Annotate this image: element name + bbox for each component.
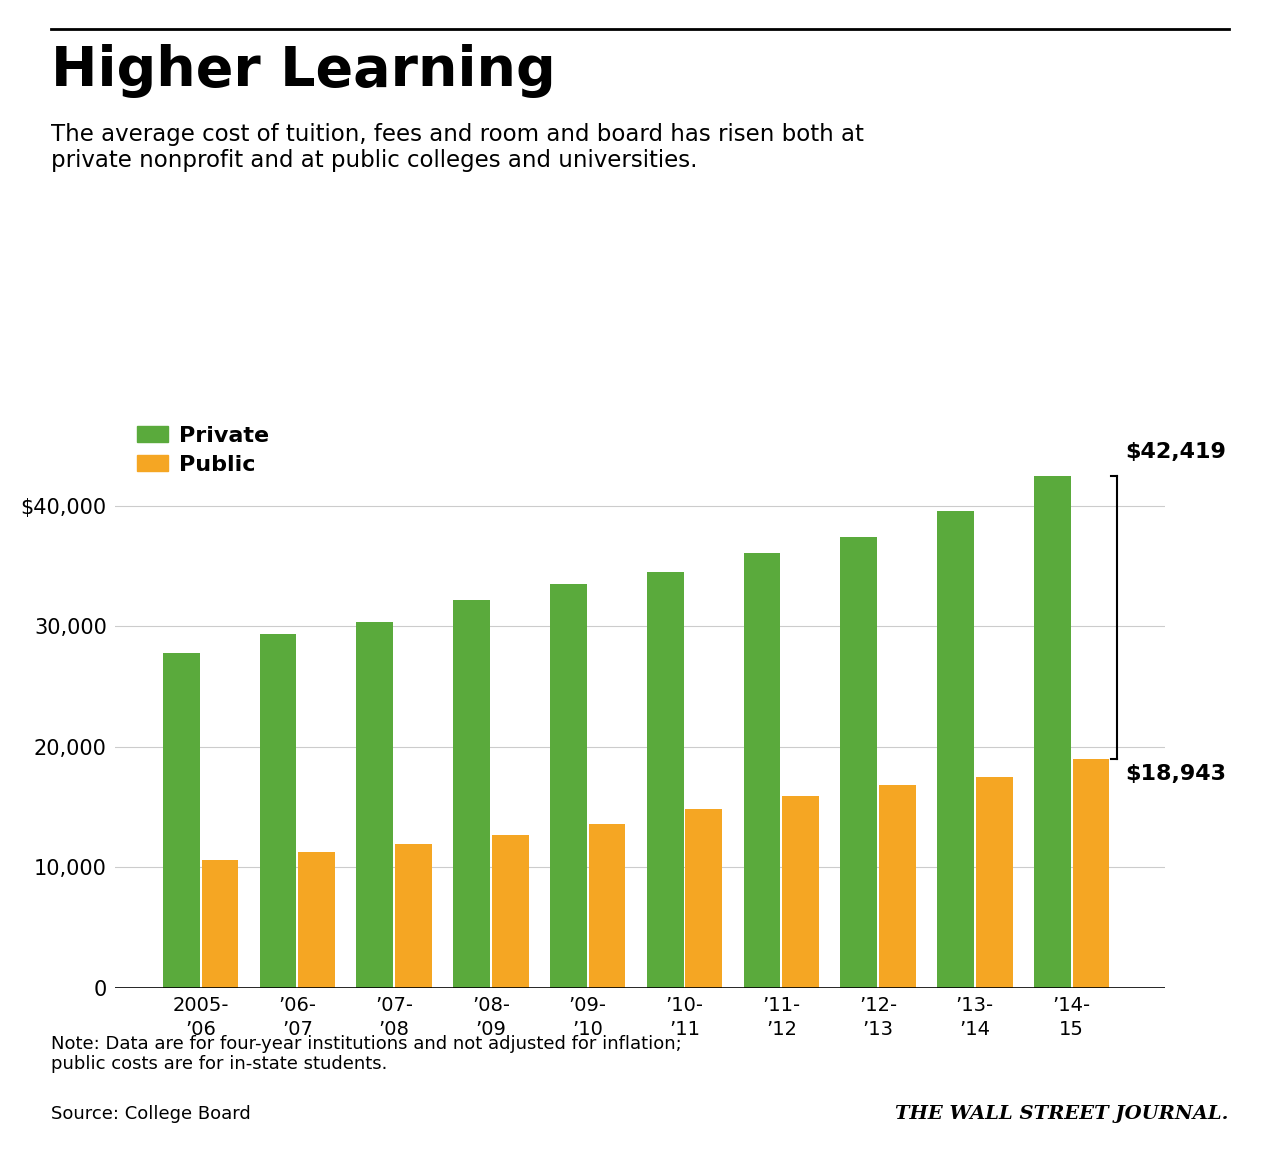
Bar xyxy=(298,852,335,988)
Bar xyxy=(744,553,781,988)
Legend: Private, Public: Private, Public xyxy=(137,426,269,475)
Bar xyxy=(879,786,915,988)
Bar xyxy=(550,584,586,988)
Bar xyxy=(589,824,626,988)
Text: The average cost of tuition, fees and room and board has risen both at
private n: The average cost of tuition, fees and ro… xyxy=(51,123,864,172)
Bar xyxy=(396,844,431,988)
Text: THE WALL STREET JOURNAL.: THE WALL STREET JOURNAL. xyxy=(896,1105,1229,1122)
Text: Higher Learning: Higher Learning xyxy=(51,44,556,98)
Bar xyxy=(1073,760,1110,988)
Bar xyxy=(646,573,684,988)
Text: $18,943: $18,943 xyxy=(1125,765,1226,784)
Bar xyxy=(937,511,974,988)
Bar xyxy=(202,859,238,988)
Bar xyxy=(782,796,819,988)
Bar xyxy=(1034,477,1070,988)
Text: $42,419: $42,419 xyxy=(1125,442,1226,462)
Bar xyxy=(163,653,200,988)
Bar xyxy=(356,622,393,988)
Bar xyxy=(260,635,297,988)
Text: Note: Data are for four-year institutions and not adjusted for inflation;
public: Note: Data are for four-year institution… xyxy=(51,1035,682,1073)
Bar xyxy=(492,835,529,988)
Bar xyxy=(841,537,877,988)
Bar xyxy=(453,600,490,988)
Bar xyxy=(975,777,1012,988)
Text: Source: College Board: Source: College Board xyxy=(51,1105,251,1122)
Bar xyxy=(686,809,722,988)
